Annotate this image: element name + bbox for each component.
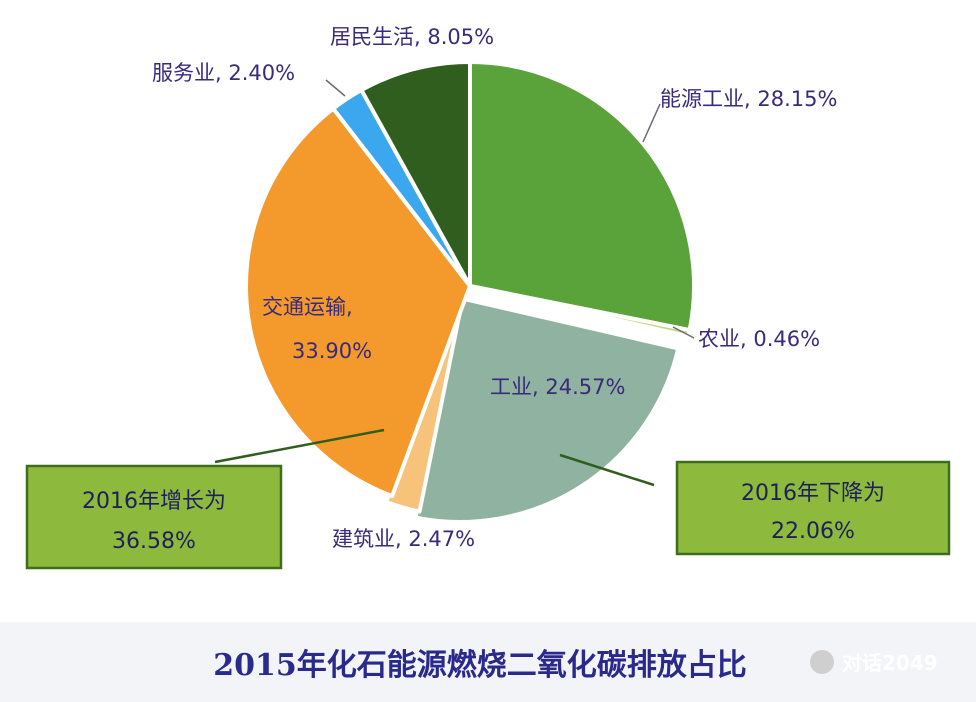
leader-line-increase: [214, 428, 385, 464]
leader-line-agri: [672, 326, 695, 339]
pie-slice-4: [244, 106, 472, 499]
label-transport-value: 33.90%: [292, 339, 372, 363]
label-energy-industry: 能源工业, 28.15%: [660, 87, 837, 111]
annotation-increase: 2016年增长为 36.58%: [25, 464, 283, 570]
pie-slice-2: [413, 296, 681, 524]
watermark-text: 对话2049: [842, 651, 938, 675]
leader-line-service: [325, 79, 346, 97]
wechat-icon: [810, 650, 834, 674]
leader-lines: [214, 79, 695, 487]
annotation-decrease: 2016年下降为 22.06%: [675, 460, 951, 556]
annotation-increase-line2: 36.58%: [112, 529, 196, 554]
label-residential: 居民生活, 8.05%: [330, 25, 494, 49]
label-transport-name: 交通运输,: [262, 295, 353, 319]
pie-slice-6: [359, 60, 472, 288]
pie-slice-0: [468, 60, 696, 333]
label-industry: 工业, 24.57%: [490, 375, 625, 399]
label-construction: 建筑业, 2.47%: [332, 527, 475, 551]
label-service: 服务业, 2.40%: [152, 61, 295, 85]
label-agriculture: 农业, 0.46%: [698, 327, 820, 351]
pie-slices: [244, 60, 696, 524]
watermark: 对话2049: [810, 650, 938, 675]
chart-title: 2015年化石能源燃烧二氧化碳排放占比: [213, 648, 747, 683]
pie-slice-1: [468, 284, 692, 339]
annotation-decrease-line1: 2016年下降为: [741, 481, 885, 506]
leader-line-energy: [642, 103, 661, 143]
annotation-decrease-line2: 22.06%: [771, 519, 855, 544]
annotation-increase-line1: 2016年增长为: [82, 489, 226, 514]
leader-line-decrease: [559, 453, 655, 487]
